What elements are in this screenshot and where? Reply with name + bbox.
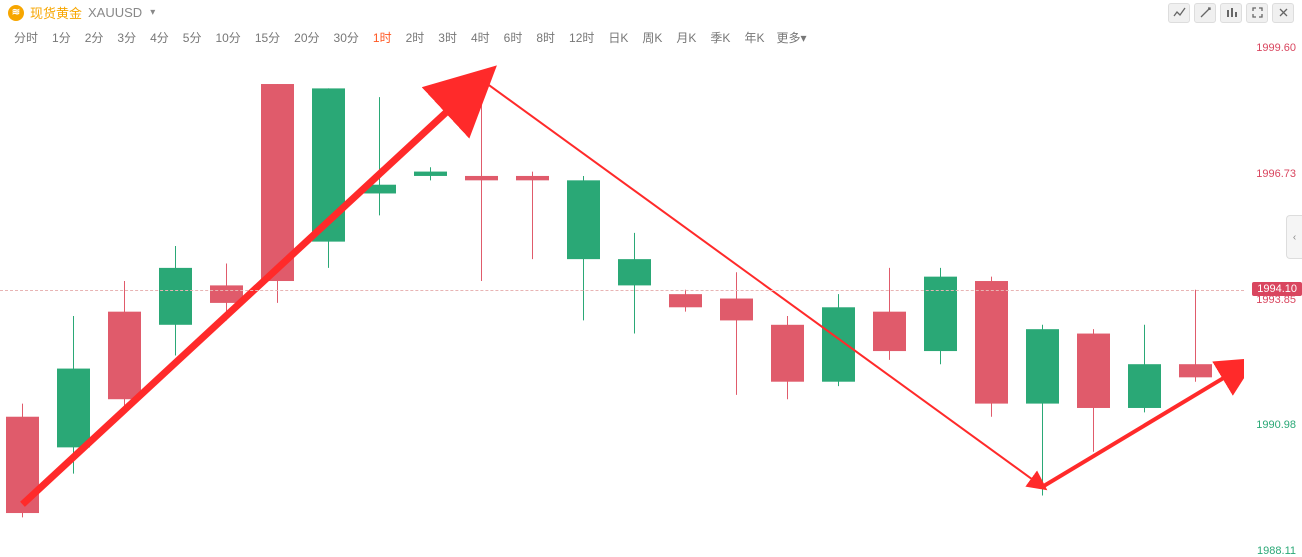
timeframe-15分[interactable]: 15分	[249, 27, 286, 48]
timeframe-1分[interactable]: 1分	[46, 27, 77, 48]
timeframe-分时[interactable]: 分时	[8, 27, 44, 48]
current-price-line	[0, 290, 1244, 291]
timeframe-2时[interactable]: 2时	[400, 27, 431, 48]
timeframe-3分[interactable]: 3分	[111, 27, 142, 48]
y-axis-label: 1990.98	[1256, 419, 1296, 431]
timeframe-月K[interactable]: 月K	[670, 27, 702, 48]
timeframe-周K[interactable]: 周K	[636, 27, 668, 48]
indicator-icon[interactable]	[1168, 3, 1190, 23]
expand-panel-icon[interactable]: ‹	[1286, 215, 1302, 259]
timeframe-8时[interactable]: 8时	[530, 27, 561, 48]
timeframe-12时[interactable]: 12时	[563, 27, 600, 48]
chevron-down-icon[interactable]: ▾	[150, 7, 155, 18]
timeframe-1时[interactable]: 1时	[367, 27, 398, 48]
toolbar	[1168, 3, 1294, 23]
timeframe-30分[interactable]: 30分	[328, 27, 365, 48]
timeframe-4时[interactable]: 4时	[465, 27, 496, 48]
candlestick-chart[interactable]	[0, 49, 1244, 552]
timeframe-4分[interactable]: 4分	[144, 27, 175, 48]
chart-area[interactable]	[0, 49, 1244, 552]
fullscreen-icon[interactable]	[1246, 3, 1268, 23]
draw-icon[interactable]	[1194, 3, 1216, 23]
timeframe-3时[interactable]: 3时	[432, 27, 463, 48]
y-axis-label: 1999.60	[1256, 42, 1296, 54]
symbol-icon: ≋	[8, 5, 24, 21]
timeframe-10分[interactable]: 10分	[209, 27, 246, 48]
y-axis-label: 1996.73	[1256, 168, 1296, 180]
timeframe-6时[interactable]: 6时	[498, 27, 529, 48]
timeframe-bar: 分时1分2分3分4分5分10分15分20分30分1时2时3时4时6时8时12时日…	[0, 25, 1302, 49]
symbol-name[interactable]: 现货黄金	[30, 3, 82, 22]
compare-icon[interactable]	[1220, 3, 1242, 23]
close-icon[interactable]	[1272, 3, 1294, 23]
timeframe-more[interactable]: 更多▾	[772, 27, 810, 48]
current-price-tag: 1994.10	[1252, 282, 1302, 296]
timeframe-日K[interactable]: 日K	[602, 27, 634, 48]
timeframe-年K[interactable]: 年K	[738, 27, 770, 48]
timeframe-20分[interactable]: 20分	[288, 27, 325, 48]
timeframe-5分[interactable]: 5分	[177, 27, 208, 48]
timeframe-季K[interactable]: 季K	[704, 27, 736, 48]
symbol-code[interactable]: XAUUSD	[88, 5, 142, 20]
y-axis-label: 1988.11	[1257, 545, 1296, 557]
timeframe-2分[interactable]: 2分	[79, 27, 110, 48]
y-axis: 1999.601996.731993.851990.981988.111994.…	[1244, 49, 1302, 552]
chart-header: ≋ 现货黄金 XAUUSD ▾	[0, 0, 1302, 25]
